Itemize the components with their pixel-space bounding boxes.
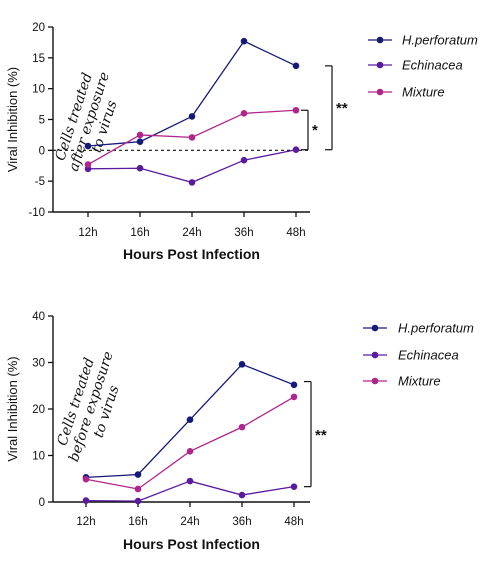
legend-label: Echinacea — [402, 58, 463, 73]
legend-marker — [371, 377, 379, 385]
significance-label: * — [312, 122, 318, 139]
data-point — [188, 179, 196, 186]
y-tick-label: -10 — [28, 207, 45, 219]
legend-label: Mixture — [398, 374, 441, 389]
y-tick-label: 0 — [39, 497, 45, 509]
treatment-annotation: Cells treatedafter exposureto virus — [51, 65, 129, 178]
significance-label: ** — [336, 100, 348, 117]
data-point — [240, 37, 248, 45]
data-point — [186, 416, 194, 423]
y-tick-label: 20 — [32, 22, 45, 34]
chart-2: 0 10 20 30 40 12h 16h 24h 36h 48h Hours Post Infec… — [5, 311, 474, 552]
treatment-annotation: Cells treatedbefore exposureto virus — [51, 345, 132, 469]
data-point — [240, 156, 248, 164]
data-point — [134, 471, 142, 478]
y-axis-label: Viral Inhibition (%) — [5, 356, 20, 461]
x-tick-label: 24h — [182, 227, 201, 239]
data-point — [290, 483, 298, 490]
data-point — [188, 134, 196, 141]
y-tick-label: 40 — [32, 311, 45, 323]
data-point — [188, 113, 196, 120]
data-point — [238, 361, 246, 368]
y-tick-label: 10 — [32, 451, 45, 463]
x-tick-label: 24h — [180, 516, 199, 528]
data-point — [82, 475, 90, 483]
data-point — [84, 161, 92, 168]
data-point — [82, 497, 90, 504]
significance-bracket: * — [301, 109, 318, 151]
x-axis-label: Hours Post Infection — [123, 536, 260, 552]
data-point — [238, 423, 246, 431]
data-point — [134, 485, 142, 493]
data-point — [290, 381, 298, 389]
significance-bracket: ** — [304, 380, 327, 488]
chart-1: -10 -5 0 5 10 15 20 12h 16h 24h 36h 48h Hours Post I… — [5, 22, 478, 262]
data-point — [292, 106, 300, 114]
y-tick-label: 20 — [32, 404, 45, 416]
y-tick-label: 15 — [32, 53, 45, 65]
x-tick-label: 12h — [76, 516, 95, 528]
series-echinacea — [84, 146, 300, 186]
data-point — [238, 491, 246, 499]
series-line — [87, 149, 297, 184]
y-tick-label: 30 — [32, 358, 45, 370]
series-echinacea — [82, 477, 298, 505]
y-tick-label: 0 — [39, 145, 45, 157]
series-h-perforatum — [82, 361, 298, 481]
legend-marker — [376, 88, 384, 96]
data-point — [292, 62, 300, 70]
legend-label: Mixture — [402, 85, 445, 100]
data-point — [186, 448, 194, 455]
x-tick-label: 12h — [78, 227, 97, 239]
legend-label: H.perforatum — [398, 321, 474, 336]
data-point — [240, 110, 248, 117]
x-tick-label: 36h — [232, 516, 251, 528]
data-point — [134, 497, 142, 505]
data-point — [84, 142, 92, 150]
significance-bracket: ** — [325, 65, 348, 151]
data-point — [136, 131, 144, 139]
legend-marker — [371, 324, 379, 332]
data-point — [186, 477, 194, 485]
series-mixture — [84, 106, 300, 168]
legend-marker — [371, 351, 379, 359]
data-point — [292, 146, 300, 154]
series-line — [87, 40, 297, 147]
legend-marker — [376, 36, 384, 44]
x-tick-label: 16h — [128, 516, 147, 528]
y-tick-label: -5 — [35, 176, 45, 188]
legend-marker — [376, 61, 384, 69]
x-axis-label: Hours Post Infection — [123, 246, 260, 262]
x-tick-label: 48h — [286, 227, 305, 239]
significance-label: ** — [315, 427, 327, 444]
legend-label: Echinacea — [398, 348, 459, 363]
x-tick-label: 36h — [234, 227, 253, 239]
series-mixture — [82, 393, 298, 493]
series-h-perforatum — [84, 37, 300, 150]
legend-label: H.perforatum — [402, 33, 478, 48]
y-tick-label: 10 — [32, 84, 45, 96]
y-axis-label: Viral Inhibition (%) — [5, 67, 20, 172]
data-point — [290, 393, 298, 401]
x-tick-label: 16h — [130, 227, 149, 239]
x-tick-label: 48h — [284, 516, 303, 528]
data-point — [136, 164, 144, 172]
data-point — [136, 138, 144, 145]
y-tick-label: 5 — [39, 115, 45, 127]
